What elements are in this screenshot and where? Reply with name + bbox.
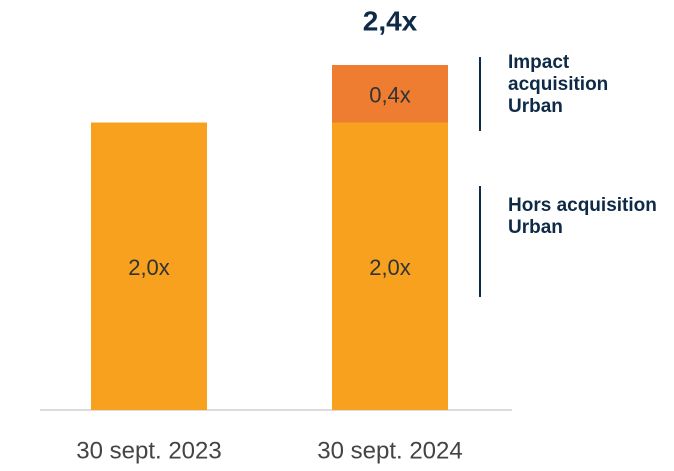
bar-segment [332,65,448,123]
legend-entry: Impact acquisition Urban [508,52,609,117]
value-label: 2,0x [369,255,411,280]
legend-bracket [479,186,481,297]
x-tick-label: 30 sept. 2023 [76,437,221,464]
legend-entry: Hors acquisition Urban [508,195,657,238]
x-tick-label: 30 sept. 2024 [317,437,462,464]
value-label: 2,0x [128,255,170,280]
value-label: 0,4x [369,83,411,108]
bar-segment [91,122,207,410]
total-label: 2,4x [363,5,418,36]
legend-bracket [479,57,481,131]
bar-segment [332,122,448,410]
